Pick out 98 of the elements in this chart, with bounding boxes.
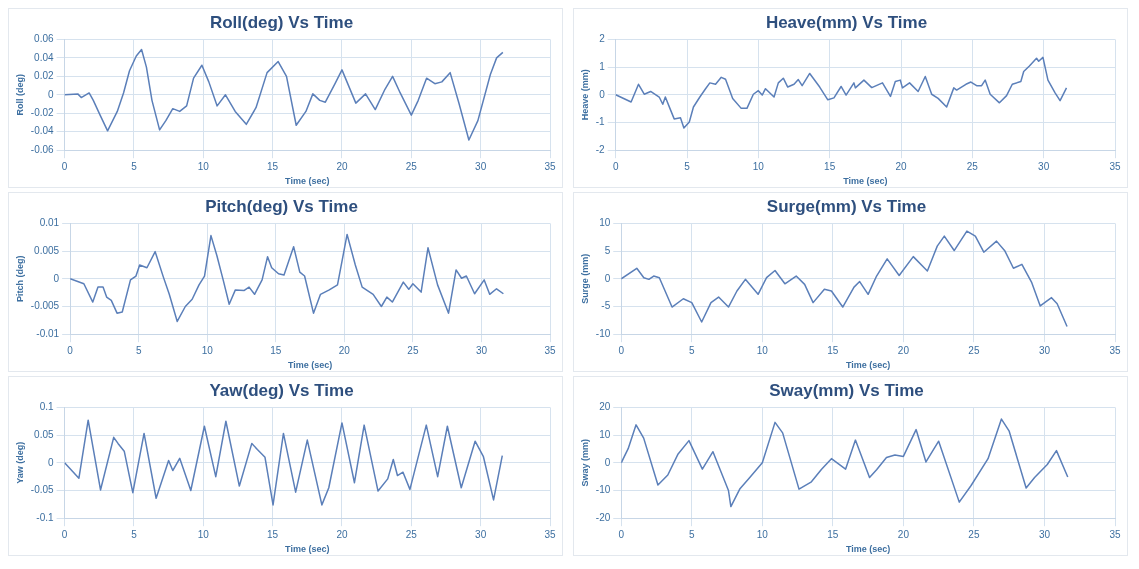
x-tick-label: 0 bbox=[67, 344, 74, 356]
x-tick-label: 35 bbox=[544, 344, 556, 356]
x-tick-label: 15 bbox=[267, 160, 279, 172]
x-axis-title: Time (sec) bbox=[845, 544, 891, 555]
y-tick-label: 10 bbox=[599, 428, 611, 440]
x-tick-label: 5 bbox=[135, 344, 142, 356]
x-tick-label: 20 bbox=[338, 344, 351, 356]
x-tick-label: 5 bbox=[689, 344, 696, 356]
y-tick-label: -0.005 bbox=[30, 300, 60, 312]
y-axis-title: Sway (mm) bbox=[579, 439, 590, 487]
x-axis-title: Time (sec) bbox=[287, 360, 333, 371]
y-tick-label: 0.04 bbox=[34, 51, 55, 63]
chart-title: Sway(mm) Vs Time bbox=[769, 380, 924, 400]
x-tick-label: 20 bbox=[336, 528, 348, 540]
x-tick-label: 10 bbox=[756, 528, 769, 540]
x-axis-title: Time (sec) bbox=[843, 176, 888, 187]
x-tick-label: 5 bbox=[689, 528, 696, 540]
y-tick-label: -0.01 bbox=[36, 327, 60, 339]
y-tick-label: 0.02 bbox=[34, 70, 55, 82]
y-tick-label: 10 bbox=[599, 217, 611, 229]
x-tick-label: 5 bbox=[131, 528, 138, 540]
chart-title: Roll(deg) Vs Time bbox=[209, 12, 354, 32]
x-tick-label: 30 bbox=[1038, 528, 1051, 540]
y-tick-label: 0.005 bbox=[34, 244, 60, 256]
x-tick-label: 30 bbox=[1038, 160, 1050, 172]
x-tick-label: 5 bbox=[131, 160, 138, 172]
y-tick-label: 20 bbox=[599, 401, 611, 413]
x-tick-label: 35 bbox=[1109, 528, 1121, 540]
y-tick-label: -2 bbox=[595, 143, 606, 155]
y-tick-label: -0.1 bbox=[36, 511, 55, 523]
x-axis-title: Time (sec) bbox=[285, 544, 330, 555]
x-tick-label: 30 bbox=[475, 344, 488, 356]
y-tick-label: 0.06 bbox=[34, 33, 55, 45]
x-tick-label: 10 bbox=[756, 344, 769, 356]
y-tick-label: 5 bbox=[604, 244, 611, 256]
x-tick-label: 25 bbox=[405, 160, 418, 172]
y-tick-label: 0 bbox=[599, 88, 606, 100]
x-axis-title: Time (sec) bbox=[285, 176, 330, 187]
y-tick-label: 0 bbox=[604, 456, 611, 468]
x-tick-label: 0 bbox=[618, 528, 625, 540]
y-tick-label: -0.05 bbox=[30, 484, 55, 496]
y-tick-label: -0.06 bbox=[30, 143, 55, 155]
x-tick-label: 10 bbox=[197, 160, 210, 172]
x-tick-label: 25 bbox=[407, 344, 419, 356]
x-tick-label: 5 bbox=[684, 160, 691, 172]
x-tick-label: 25 bbox=[405, 528, 418, 540]
y-axis-title: Surge (mm) bbox=[579, 253, 590, 304]
y-tick-label: -10 bbox=[595, 484, 611, 496]
x-tick-label: 30 bbox=[475, 528, 487, 540]
x-tick-label: 0 bbox=[618, 344, 625, 356]
y-tick-label: -5 bbox=[601, 300, 611, 312]
y-tick-label: 0 bbox=[53, 272, 60, 284]
y-tick-label: 2 bbox=[599, 33, 606, 45]
x-tick-label: 35 bbox=[544, 528, 556, 540]
y-tick-label: 0 bbox=[48, 88, 55, 100]
y-tick-label: 0.05 bbox=[34, 428, 55, 440]
y-tick-label: -0.02 bbox=[30, 107, 55, 119]
x-tick-label: 25 bbox=[968, 344, 980, 356]
chart-title: Heave(mm) Vs Time bbox=[765, 12, 928, 32]
x-tick-label: 35 bbox=[1109, 344, 1121, 356]
x-tick-label: 15 bbox=[267, 528, 279, 540]
x-tick-label: 15 bbox=[827, 528, 839, 540]
x-tick-label: 0 bbox=[61, 160, 68, 172]
x-tick-label: 20 bbox=[897, 528, 910, 540]
x-tick-label: 30 bbox=[1038, 344, 1051, 356]
x-tick-label: 20 bbox=[895, 160, 908, 172]
x-tick-label: 30 bbox=[475, 160, 487, 172]
y-axis-title: Pitch (deg) bbox=[14, 255, 25, 303]
y-tick-label: -0.04 bbox=[30, 125, 55, 137]
chart-title: Surge(mm) Vs Time bbox=[766, 196, 927, 216]
y-tick-label: 0.1 bbox=[39, 401, 55, 413]
x-tick-label: 35 bbox=[544, 160, 556, 172]
chart-title: Yaw(deg) Vs Time bbox=[209, 380, 354, 400]
x-axis-title: Time (sec) bbox=[845, 360, 891, 371]
x-tick-label: 10 bbox=[752, 160, 765, 172]
x-tick-label: 25 bbox=[966, 160, 979, 172]
y-tick-label: -20 bbox=[595, 511, 611, 523]
x-tick-label: 35 bbox=[1109, 160, 1121, 172]
x-tick-label: 20 bbox=[897, 344, 910, 356]
y-axis-title: Heave (mm) bbox=[579, 69, 590, 121]
y-tick-label: -1 bbox=[595, 116, 606, 128]
y-tick-label: 0 bbox=[48, 456, 55, 468]
y-tick-label: 0.01 bbox=[39, 217, 60, 229]
y-axis-title: Yaw (deg) bbox=[14, 441, 25, 484]
x-tick-label: 0 bbox=[612, 160, 619, 172]
y-tick-label: 0 bbox=[604, 272, 611, 284]
x-tick-label: 10 bbox=[201, 344, 214, 356]
chart-title: Pitch(deg) Vs Time bbox=[205, 196, 358, 216]
x-tick-label: 10 bbox=[197, 528, 210, 540]
y-tick-label: 1 bbox=[599, 60, 606, 72]
x-tick-label: 20 bbox=[336, 160, 348, 172]
y-axis-title: Roll (deg) bbox=[14, 74, 25, 116]
x-tick-label: 15 bbox=[824, 160, 836, 172]
y-tick-label: -10 bbox=[595, 327, 611, 339]
x-tick-label: 15 bbox=[827, 344, 839, 356]
x-tick-label: 15 bbox=[270, 344, 282, 356]
x-tick-label: 25 bbox=[968, 528, 980, 540]
x-tick-label: 0 bbox=[61, 528, 68, 540]
